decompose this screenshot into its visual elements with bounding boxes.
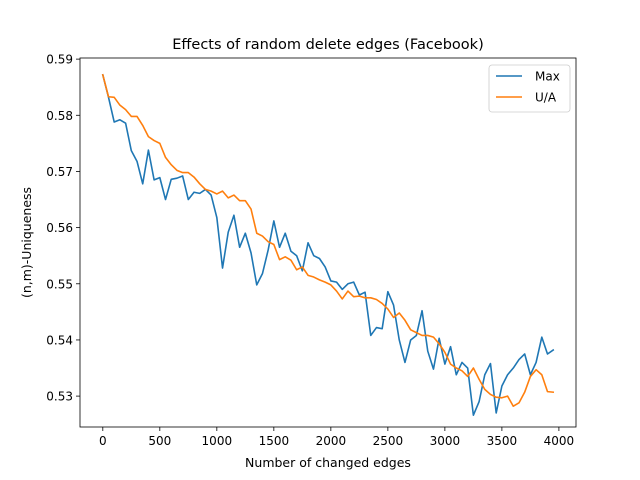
x-tick-label: 2500 [373,434,404,448]
y-tick-label: 0.58 [46,109,73,123]
chart-title: Effects of random delete edges (Facebook… [172,37,483,53]
y-axis-ticks: 0.53 0.54 0.55 0.56 0.57 0.58 0.59 [46,53,80,404]
x-tick-label: 1500 [259,434,290,448]
legend: Max U/A [488,64,571,113]
y-tick-label: 0.53 [46,390,73,404]
x-axis-ticks: 0 500 1000 1500 2000 2500 3000 3500 4000 [99,427,574,448]
x-tick-label: 0 [99,434,107,448]
x-tick-label: 4000 [544,434,575,448]
x-axis-label: Number of changed edges [245,455,411,470]
series-line-max [101,73,555,417]
y-tick-label: 0.59 [46,53,73,67]
x-tick-label: 3000 [430,434,461,448]
x-tick-label: 3500 [487,434,518,448]
series-layer [101,73,555,417]
y-tick-label: 0.55 [46,277,73,291]
legend-label: Max [535,70,560,84]
series-line-u-a [101,73,555,408]
x-tick-label: 1000 [202,434,233,448]
y-axis-label: (n,m)-Uniqueness [19,187,34,298]
y-tick-label: 0.56 [46,221,73,235]
y-tick-label: 0.57 [46,165,73,179]
plot-frame [79,57,577,428]
x-tick-label: 2000 [316,434,347,448]
y-tick-label: 0.54 [46,333,73,347]
legend-label: U/A [535,91,557,105]
x-tick-label: 500 [148,434,171,448]
